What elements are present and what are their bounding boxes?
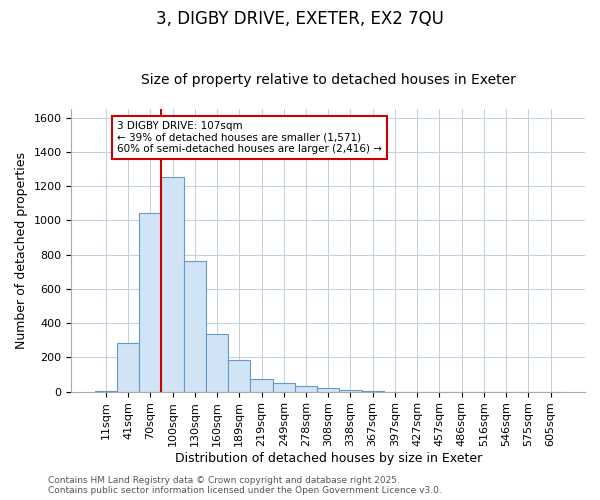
Bar (228, 360, 250, 392)
Bar (161, 176, 184, 392)
Bar (362, 390, 384, 392)
Text: Contains HM Land Registry data © Crown copyright and database right 2025.
Contai: Contains HM Land Registry data © Crown c… (48, 476, 442, 495)
Bar (295, 386, 317, 392)
Bar (250, 379, 272, 392)
Text: 3 DIGBY DRIVE: 107sqm
← 39% of detached houses are smaller (1,571)
60% of semi-d: 3 DIGBY DRIVE: 107sqm ← 39% of detached … (117, 121, 382, 154)
Y-axis label: Number of detached properties: Number of detached properties (15, 152, 28, 349)
X-axis label: Distribution of detached houses by size in Exeter: Distribution of detached houses by size … (175, 452, 482, 465)
Text: 3, DIGBY DRIVE, EXETER, EX2 7QU: 3, DIGBY DRIVE, EXETER, EX2 7QU (156, 10, 444, 28)
Bar (272, 384, 295, 392)
Bar (184, 262, 206, 392)
Bar (139, 214, 161, 392)
Bar (317, 388, 340, 392)
Bar (117, 343, 139, 392)
Title: Size of property relative to detached houses in Exeter: Size of property relative to detached ho… (141, 73, 515, 87)
Bar (206, 334, 228, 392)
Bar (340, 390, 362, 392)
Bar (95, 390, 117, 392)
